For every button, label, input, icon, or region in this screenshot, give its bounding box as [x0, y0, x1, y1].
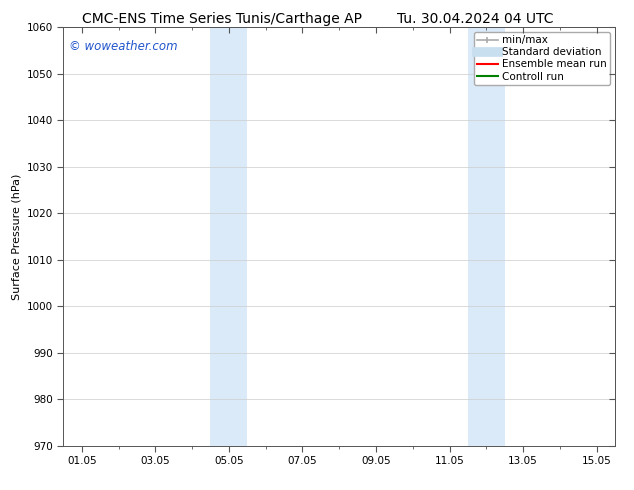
Legend: min/max, Standard deviation, Ensemble mean run, Controll run: min/max, Standard deviation, Ensemble me…	[474, 32, 610, 85]
Bar	[468, 27, 505, 446]
Y-axis label: Surface Pressure (hPa): Surface Pressure (hPa)	[11, 173, 21, 299]
Text: © woweather.com: © woweather.com	[69, 40, 178, 52]
Text: Tu. 30.04.2024 04 UTC: Tu. 30.04.2024 04 UTC	[398, 12, 553, 26]
Bar	[210, 27, 247, 446]
Text: CMC-ENS Time Series Tunis/Carthage AP: CMC-ENS Time Series Tunis/Carthage AP	[82, 12, 362, 26]
